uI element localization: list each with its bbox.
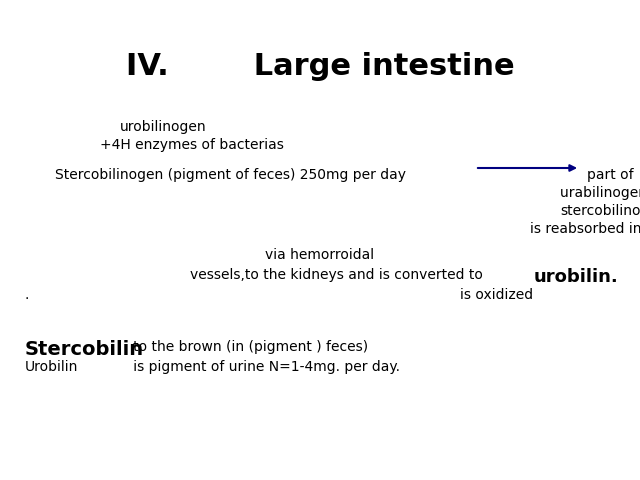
Text: vessels,to the kidneys and is converted to: vessels,to the kidneys and is converted … xyxy=(190,268,487,282)
Text: Stercobilin: Stercobilin xyxy=(25,340,144,359)
Text: stercobilinogen: stercobilinogen xyxy=(560,204,640,218)
Text: is reabsorbed in blood: is reabsorbed in blood xyxy=(530,222,640,236)
Text: to the brown (in (pigment ) feces): to the brown (in (pigment ) feces) xyxy=(120,340,368,354)
Text: is oxidized: is oxidized xyxy=(460,288,533,302)
Text: is pigment of urine N=1-4mg. per day.: is pigment of urine N=1-4mg. per day. xyxy=(107,360,400,374)
Text: Urobilin: Urobilin xyxy=(25,360,78,374)
Text: IV.        Large intestine: IV. Large intestine xyxy=(125,52,515,81)
Text: urobilin.: urobilin. xyxy=(534,268,619,286)
Text: urabilinogen or: urabilinogen or xyxy=(560,186,640,200)
Text: .: . xyxy=(25,288,29,302)
Text: urobilinogen: urobilinogen xyxy=(120,120,207,134)
Text: via hemorroidal: via hemorroidal xyxy=(265,248,374,262)
Text: +4H enzymes of bacterias: +4H enzymes of bacterias xyxy=(100,138,284,152)
Text: Stercobilinogen (pigment of feces) 250mg per day: Stercobilinogen (pigment of feces) 250mg… xyxy=(55,168,406,182)
Text: part of: part of xyxy=(587,168,634,182)
